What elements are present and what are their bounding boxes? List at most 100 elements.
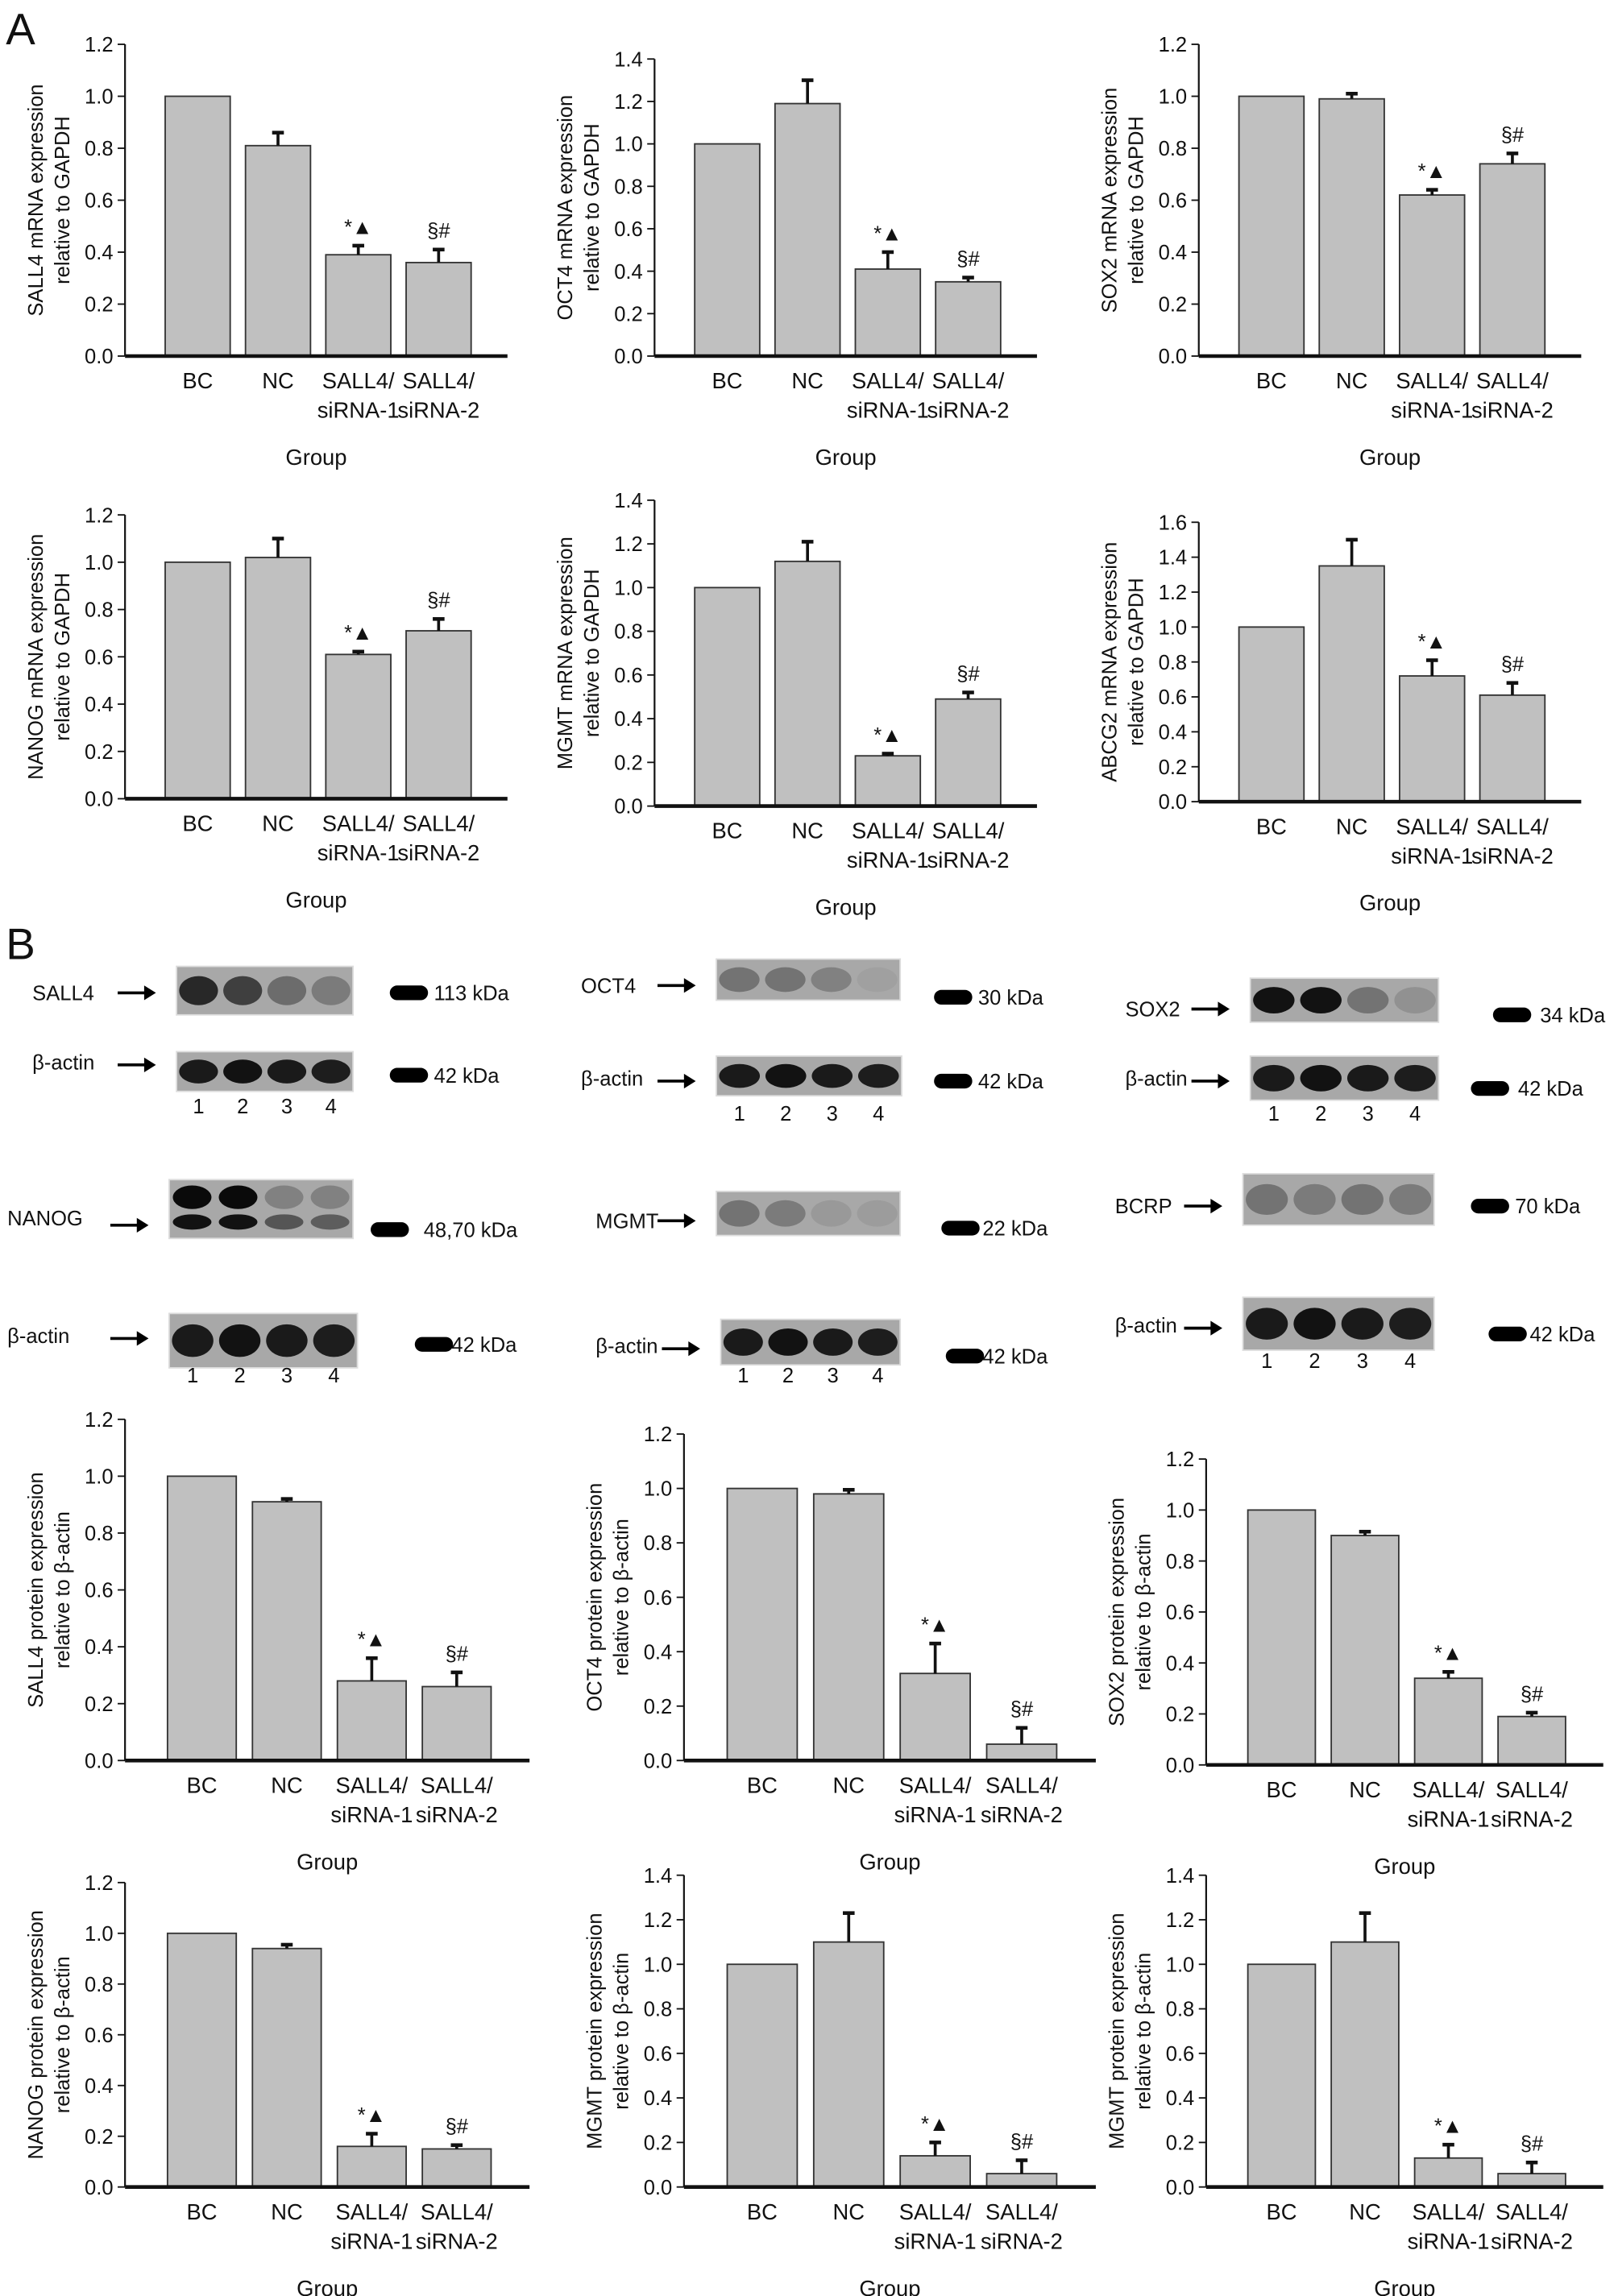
band: [266, 1324, 308, 1357]
significance-marker: *▲: [344, 216, 372, 238]
x-axis-label: Group: [1359, 890, 1421, 915]
arrow-icon: [1210, 1320, 1222, 1336]
x-tick-label: SALL4/: [421, 1772, 493, 1797]
y-tick-label: 0.6: [1159, 686, 1188, 709]
band: [310, 1185, 350, 1209]
band: [857, 1063, 899, 1088]
band: [765, 967, 806, 993]
band: [172, 1185, 212, 1209]
panel-label-a: A: [6, 4, 35, 54]
lane-number: 3: [1357, 1350, 1368, 1373]
band: [723, 1328, 763, 1356]
lane-number: 3: [827, 1103, 838, 1125]
bar-3: [336, 1680, 407, 1762]
bar-1: [164, 561, 231, 800]
band: [1300, 1064, 1342, 1092]
x-axis-label: Group: [1374, 2276, 1435, 2296]
arrow-icon: [683, 978, 696, 993]
y-tick-label: 0.0: [85, 2177, 114, 2199]
band: [223, 976, 263, 1005]
y-tick-label: 0.2: [85, 294, 114, 317]
blot-nanog: NANOG 48,70 kDa β-actin 42 kDa 1 2 3 4: [7, 1179, 518, 1387]
lane-number: 1: [1261, 1350, 1272, 1373]
band: [1346, 1064, 1389, 1092]
y-tick-label: 0.0: [614, 346, 643, 368]
molecular-weight-marker: [941, 1221, 980, 1236]
bar-3: [854, 755, 922, 807]
y-tick-label: 0.0: [1159, 791, 1188, 814]
y-tick-label: 1.2: [85, 34, 114, 56]
significance-marker: *▲: [873, 724, 902, 747]
y-axis-label-line: relative to β-actin: [52, 1956, 74, 2113]
significance-marker: *▲: [358, 2104, 386, 2127]
x-tick-label: SALL4/: [402, 368, 475, 393]
x-tick-label: NC: [791, 819, 824, 843]
y-axis-label-line: relative to GAPDH: [52, 116, 74, 284]
x-tick-label: BC: [1256, 814, 1287, 839]
y-axis-label-line: relative to GAPDH: [1125, 116, 1147, 284]
band: [1253, 987, 1295, 1013]
chart-sox2-mrna: 0.0 0.2 0.4 0.6 0.8 1.0 1.2 SOX2 mRNA expressio…: [1099, 34, 1582, 470]
bar-2: [1330, 1535, 1400, 1766]
y-tick-label: 1.0: [85, 1466, 114, 1489]
x-tick-label: SALL4/: [932, 819, 1005, 843]
y-axis-label: MGMT protein expression relative to β-act…: [1106, 1913, 1155, 2149]
band: [264, 1214, 304, 1230]
band: [1246, 1308, 1288, 1340]
target-protein-label: BCRP: [1115, 1196, 1172, 1218]
molecular-weight-label: 48,70 kDa: [424, 1219, 518, 1241]
significance-marker: §#: [956, 248, 980, 271]
molecular-weight-label: 22 kDa: [982, 1218, 1048, 1241]
x-tick-label: siRNA-2: [397, 398, 479, 423]
band: [179, 976, 218, 1005]
x-axis-label: Group: [297, 1849, 358, 1874]
x-tick-label: SALL4/: [1396, 814, 1468, 839]
significance-marker: §#: [956, 663, 980, 686]
band: [719, 967, 760, 993]
y-tick-label: 0.4: [644, 2087, 673, 2110]
blot-oct4: OCT4 30 kDa β-actin 42 kDa 1 2 3 4: [581, 958, 1044, 1125]
x-tick-label: siRNA-2: [1491, 1806, 1573, 1831]
control-protein-label: β-actin: [7, 1325, 69, 1348]
bar-3: [1399, 675, 1466, 803]
molecular-weight-marker: [934, 1073, 973, 1089]
significance-marker: §#: [1010, 2131, 1034, 2153]
control-protein-label: β-actin: [32, 1051, 94, 1074]
x-tick-label: NC: [271, 1772, 303, 1797]
x-tick-label: SALL4/: [985, 2199, 1058, 2224]
y-tick-label: 1.4: [1166, 1865, 1195, 1888]
band: [311, 976, 351, 1005]
bar-4: [985, 1743, 1058, 1762]
y-tick-label: 1.2: [1166, 1909, 1195, 1932]
molecular-weight-marker: [389, 1067, 429, 1083]
y-tick-label: 0.2: [614, 303, 643, 325]
y-tick-label: 0.6: [1166, 2043, 1195, 2066]
y-tick-label: 1.2: [85, 1872, 114, 1895]
x-tick-label: siRNA-1: [1391, 843, 1473, 868]
x-tick-label: SALL4/: [852, 819, 924, 843]
x-tick-label: siRNA-1: [1391, 398, 1473, 423]
bar-1: [694, 586, 761, 807]
x-tick-label: siRNA-1: [847, 848, 929, 872]
bar-2: [251, 1501, 322, 1762]
y-axis-label-line: SOX2 protein expression: [1106, 1498, 1129, 1726]
arrow-icon: [136, 1217, 149, 1233]
band: [1389, 1308, 1432, 1340]
target-protein-label: SOX2: [1125, 999, 1180, 1022]
y-axis-label-line: relative to β-actin: [610, 1953, 633, 2110]
blot-bcrp: BCRP 70 kDa β-actin 42 kDa 1 2 3 4: [1115, 1173, 1595, 1373]
y-tick-label: 1.2: [1166, 1448, 1195, 1471]
x-tick-label: SALL4/: [335, 1772, 408, 1797]
control-protein-label: β-actin: [595, 1336, 658, 1358]
chart-mgmt-protein: 0.0 0.2 0.4 0.6 0.8 1.0 1.2 1.4 MGMT protein exp…: [584, 1865, 1096, 2296]
x-axis-label: Group: [285, 888, 346, 913]
bar-4: [405, 630, 472, 800]
y-axis-label-line: OCT4 protein expression: [584, 1483, 607, 1712]
y-tick-label: 0.4: [1166, 2087, 1195, 2110]
bar-3: [899, 2155, 971, 2188]
bar-1: [726, 1963, 799, 2188]
arrow-icon: [688, 1341, 700, 1357]
x-tick-label: siRNA-2: [981, 1802, 1063, 1827]
molecular-weight-label: 70 kDa: [1515, 1196, 1581, 1218]
band: [218, 1324, 261, 1357]
